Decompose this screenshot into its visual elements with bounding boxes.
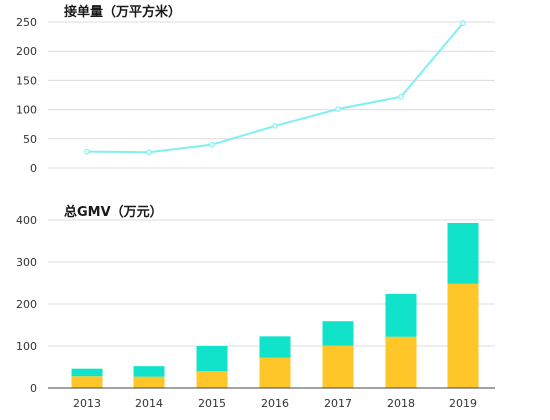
order-volume-y-tick-label: 50	[23, 133, 37, 146]
order-volume-y-tick-label: 100	[16, 104, 37, 117]
x-tick-label-2015: 2015	[198, 397, 226, 410]
order-volume-line-chart: 0 50 100 150 200 250 接单量（万平方米）	[16, 4, 495, 175]
gmv-bar-2017-segment-2	[322, 321, 354, 346]
x-tick-label-2014: 2014	[135, 397, 163, 410]
gmv-y-tick-label: 300	[16, 256, 37, 269]
order-volume-point-2015	[209, 141, 215, 148]
gmv-y-ticks: 0 100 200 300 400	[16, 214, 37, 395]
gmv-y-tick-label: 400	[16, 214, 37, 227]
order-volume-y-tick-label: 200	[16, 45, 37, 58]
gmv-bars	[71, 222, 479, 388]
gmv-bar-2019-segment-1	[447, 283, 479, 388]
order-volume-point-2017	[335, 106, 341, 112]
x-tick-label-2018: 2018	[387, 397, 415, 410]
gmv-y-tick-label: 200	[16, 298, 37, 311]
gmv-bar-2013-segment-2	[71, 368, 103, 377]
order-volume-point-2016	[272, 123, 278, 129]
gmv-bar-2015-segment-2	[196, 346, 228, 372]
gmv-y-tick-label: 100	[16, 340, 37, 353]
x-tick-label-2013: 2013	[73, 397, 101, 410]
order-volume-points	[84, 20, 466, 156]
order-volume-title: 接单量（万平方米）	[64, 4, 181, 20]
order-volume-y-tick-label: 0	[30, 162, 37, 175]
gmv-x-ticks: 2013 2014 2015 2016 2017 2018 2019	[73, 397, 477, 410]
gmv-bar-2015-segment-1	[196, 371, 228, 388]
gmv-gridlines	[48, 219, 495, 347]
gmv-bar-2017-segment-1	[322, 345, 354, 388]
gmv-bar-2019-segment-2	[447, 222, 479, 284]
gmv-bar-2016-segment-1	[259, 357, 291, 388]
x-tick-label-2019: 2019	[449, 397, 477, 410]
order-volume-line	[86, 22, 464, 154]
gmv-bar-2016-segment-2	[259, 336, 291, 358]
order-volume-point-2019	[460, 20, 466, 26]
gmv-bar-2014-segment-1	[133, 376, 165, 388]
gmv-title: 总GMV（万元）	[64, 204, 163, 220]
gmv-bar-2014-segment-2	[133, 366, 165, 377]
gmv-bar-2018-segment-2	[385, 293, 417, 337]
order-volume-y-ticks: 0 50 100 150 200 250	[16, 16, 37, 175]
gmv-y-tick-label: 0	[30, 382, 37, 395]
order-volume-y-tick-label: 150	[16, 74, 37, 87]
x-tick-label-2016: 2016	[261, 397, 289, 410]
order-volume-point-2018	[398, 93, 404, 100]
gmv-bar-2013-segment-1	[71, 376, 103, 388]
x-tick-label-2017: 2017	[324, 397, 352, 410]
order-volume-gridlines	[48, 21, 495, 169]
order-volume-point-2013	[84, 148, 90, 155]
order-volume-point-2014	[146, 149, 152, 156]
order-volume-y-tick-label: 250	[16, 16, 37, 29]
gmv-bar-2018-segment-1	[385, 336, 417, 388]
